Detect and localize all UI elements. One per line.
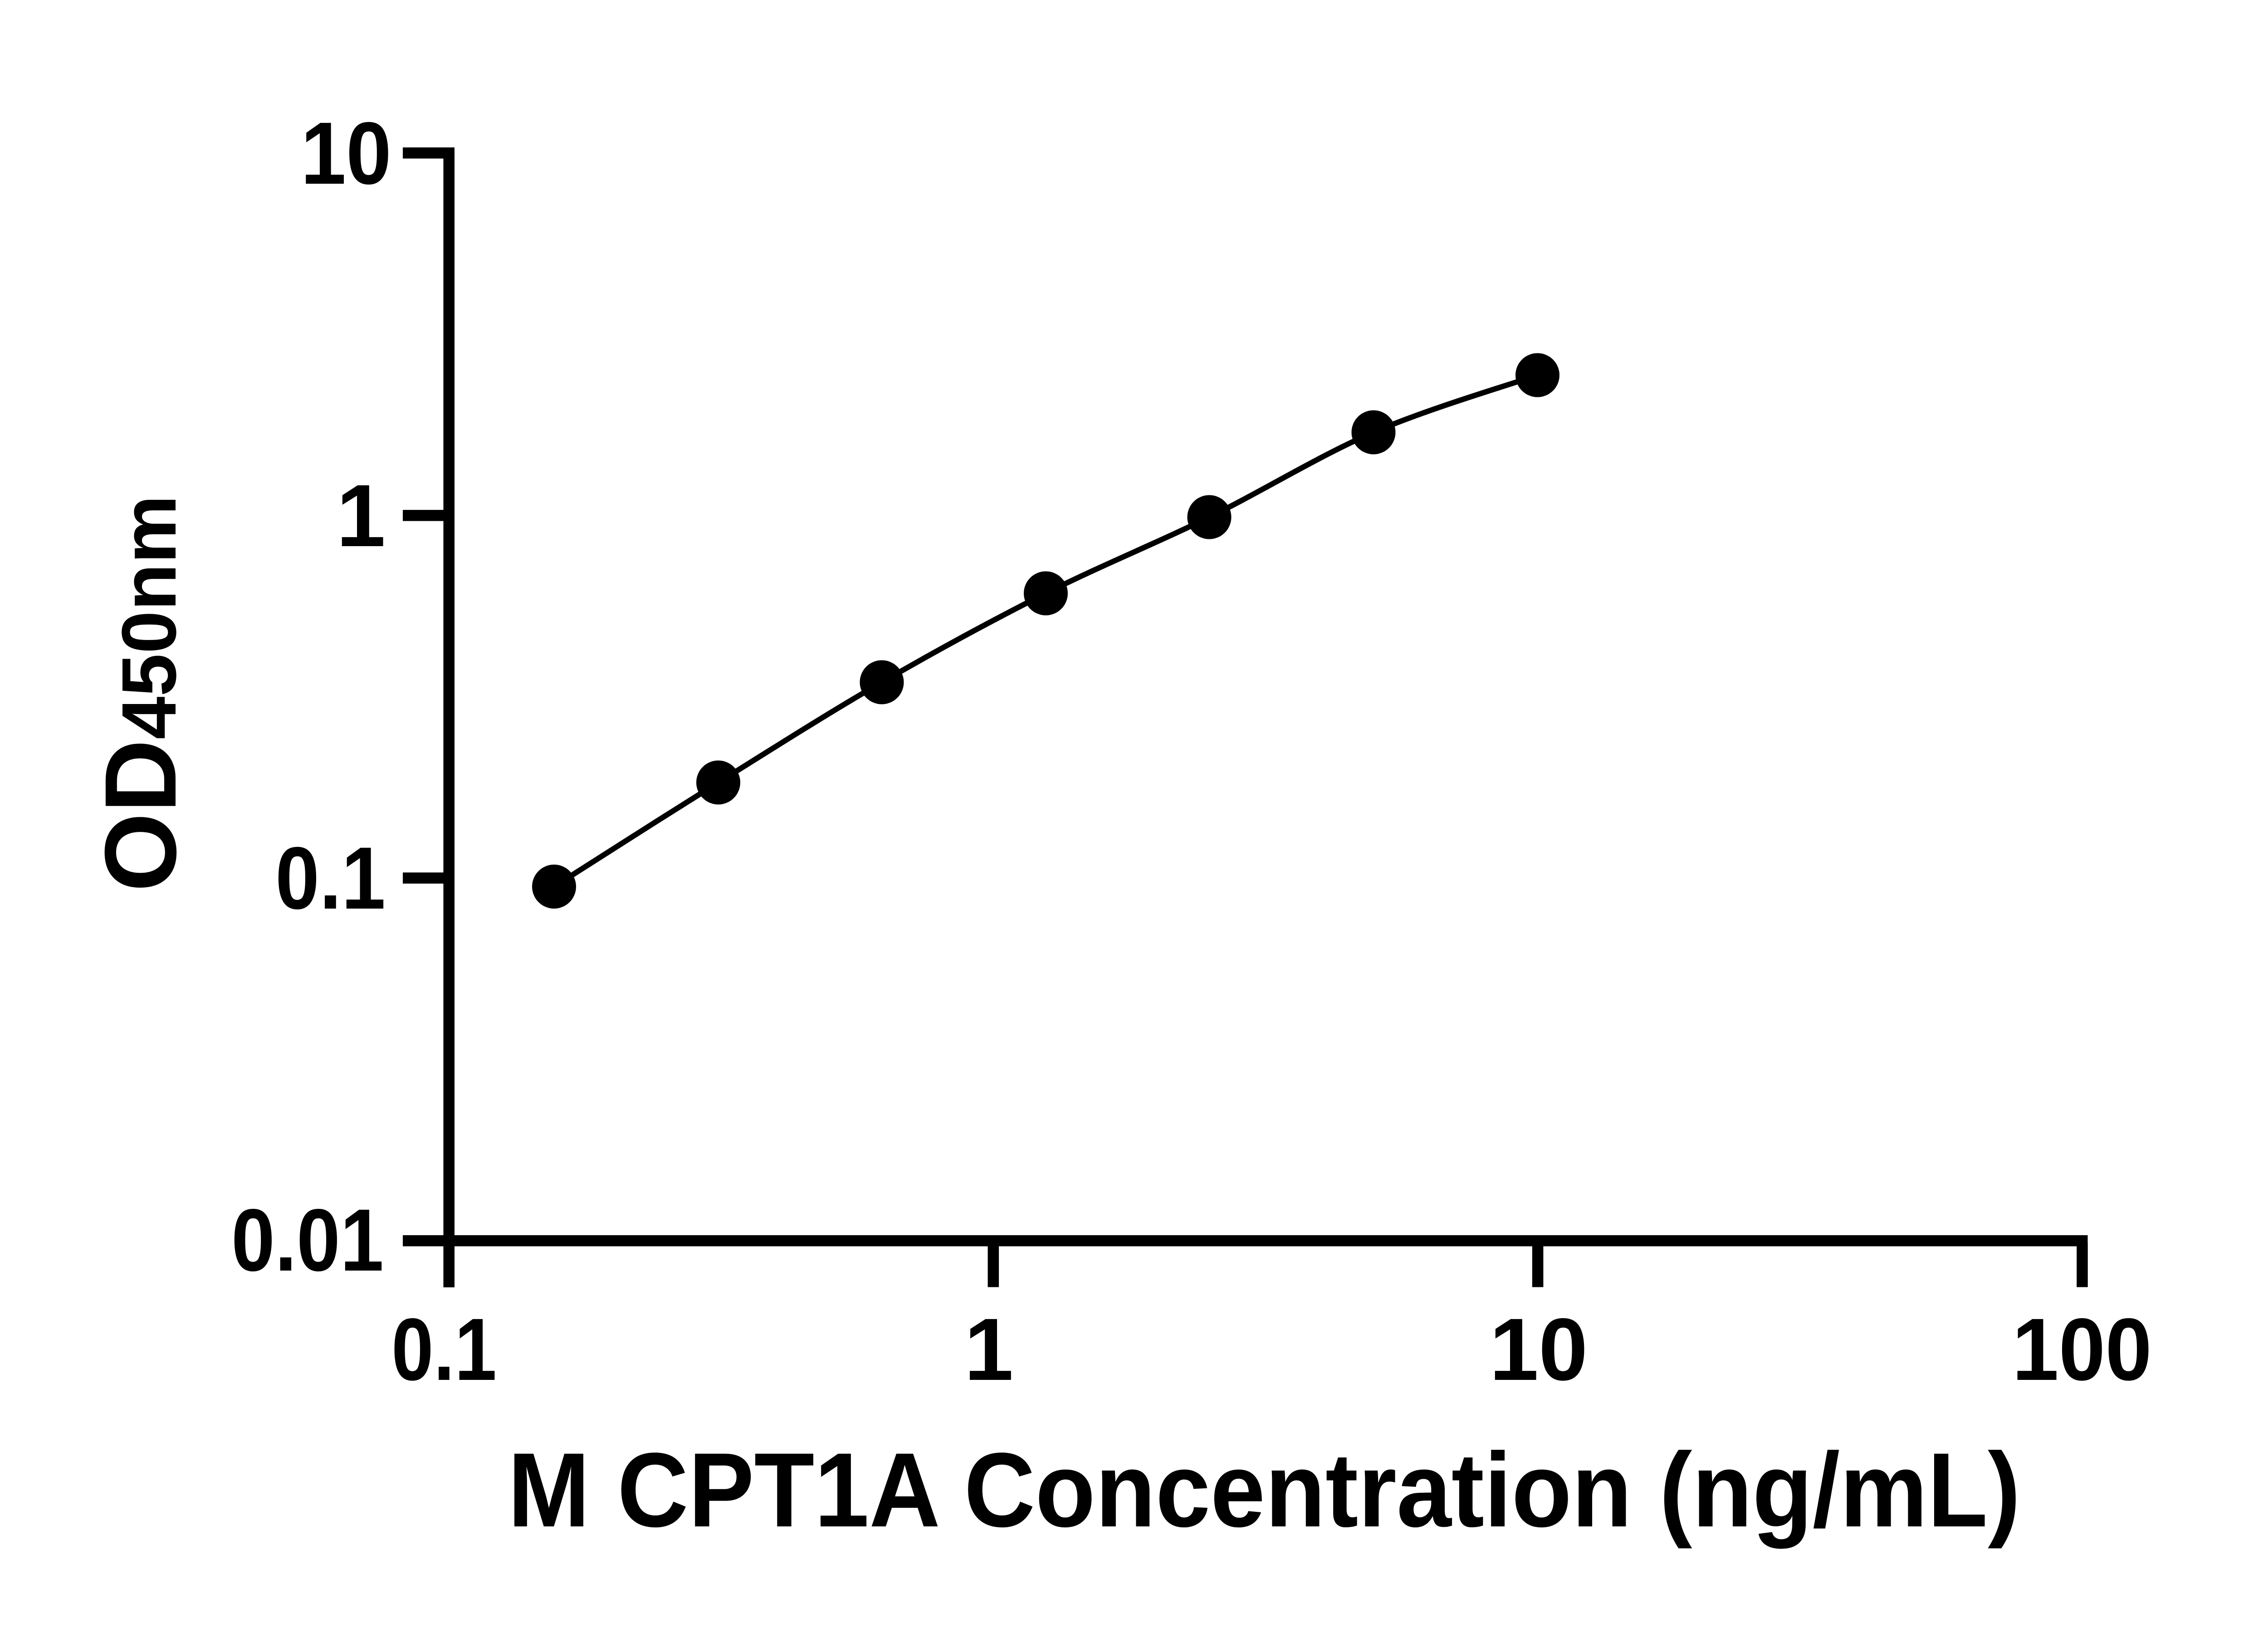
svg-text:0.1: 0.1 xyxy=(275,829,386,928)
svg-text:1: 1 xyxy=(337,466,386,565)
svg-text:M CPT1A Concentration (ng/mL): M CPT1A Concentration (ng/mL) xyxy=(508,1431,2021,1549)
svg-text:100: 100 xyxy=(2012,1300,2152,1399)
svg-text:1: 1 xyxy=(964,1300,1013,1399)
svg-text:0.1: 0.1 xyxy=(391,1300,497,1399)
svg-text:10: 10 xyxy=(301,104,391,203)
svg-text:OD450nm: OD450nm xyxy=(84,495,197,892)
svg-text:10: 10 xyxy=(1490,1300,1588,1399)
svg-text:0.01: 0.01 xyxy=(231,1191,384,1290)
